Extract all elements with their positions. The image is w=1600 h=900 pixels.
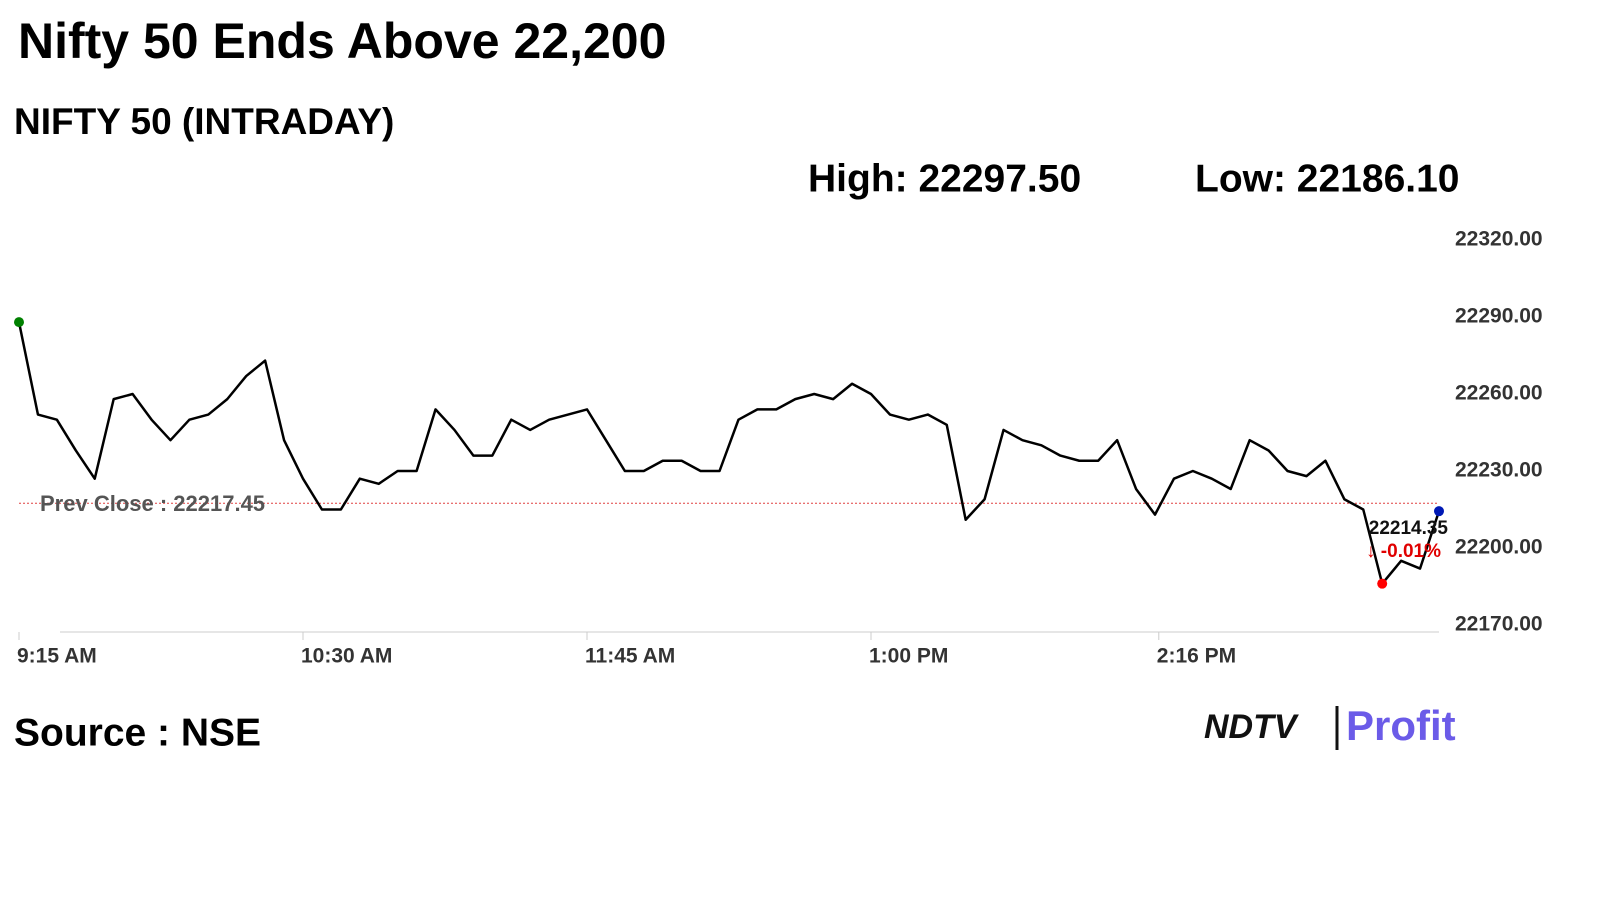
low-label: Low: 22186.10 (1195, 157, 1459, 200)
price-line (17, 321, 1441, 585)
change-label: ↓ -0.01% (1366, 541, 1441, 562)
x-tick-label: 9:15 AM (17, 645, 97, 668)
low-marker (1377, 578, 1388, 589)
prev-close-label: Prev Close : 22217.45 (40, 491, 265, 516)
y-tick-label: 22320.00 (1455, 228, 1543, 251)
close-label: 22214.35 (1369, 518, 1449, 539)
chart-title: Nifty 50 Ends Above 22,200 (18, 13, 666, 69)
logo-ndtv: NDTV (1204, 708, 1300, 746)
x-tick-label: 10:30 AM (301, 645, 392, 668)
x-tick-label: 1:00 PM (869, 645, 948, 668)
x-tick-label: 2:16 PM (1157, 645, 1236, 668)
logo-profit: Profit (1346, 702, 1456, 749)
x-tick-label: 11:45 AM (585, 645, 675, 668)
y-tick-label: 22230.00 (1455, 459, 1543, 482)
high-label: High: 22297.50 (808, 157, 1081, 200)
close-marker (1434, 506, 1444, 517)
source: Source : NSE (14, 711, 261, 754)
y-tick-label: 22200.00 (1455, 536, 1543, 559)
y-tick-label: 22170.00 (1455, 613, 1543, 636)
y-tick-label: 22260.00 (1455, 382, 1543, 405)
chart-subtitle: NIFTY 50 (INTRADAY) (14, 101, 394, 142)
open-marker (14, 317, 24, 328)
y-tick-label: 22290.00 (1455, 305, 1543, 328)
